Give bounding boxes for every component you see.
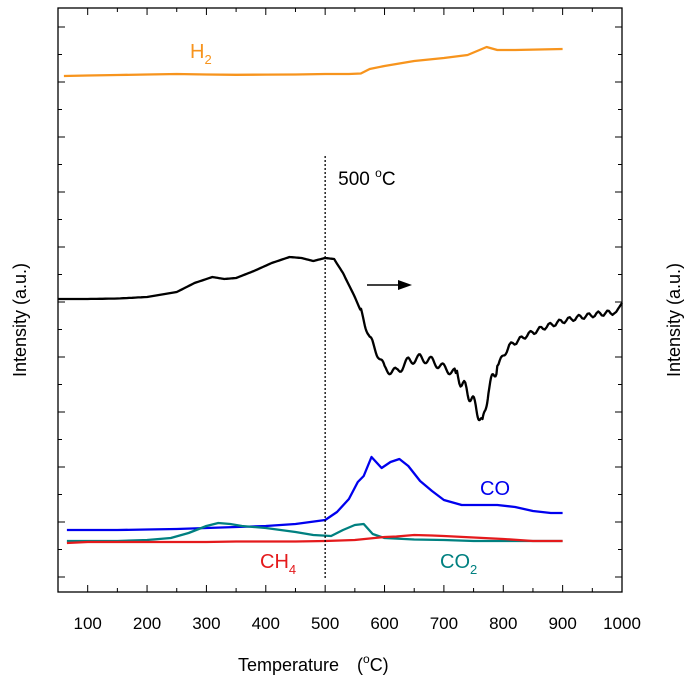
x-axis-label: Temperature (238, 655, 339, 675)
plot-border (57, 7, 623, 593)
x-tick-label: 800 (489, 614, 517, 633)
x-tick-label: 1000 (603, 614, 641, 633)
series-line-temperature-trace (58, 255, 623, 422)
x-tick-label: 700 (430, 614, 458, 633)
y-axis-label-right: Intensity (a.u.) (664, 263, 684, 377)
series-layer (58, 45, 623, 545)
plot-frame (57, 7, 623, 593)
axis-ticks (57, 8, 623, 592)
x-tick-labels: 100 200 300 400 500 600 700 800 900 1000 (73, 614, 640, 633)
x-tick-label: 300 (192, 614, 220, 633)
series-line-co (66, 455, 563, 532)
x-tick-label: 500 (311, 614, 339, 633)
x-tick-label: 600 (370, 614, 398, 633)
series-line-h2 (63, 45, 563, 78)
series-line-ch4 (66, 533, 563, 545)
annotation-layer: 500 oC (324, 156, 412, 578)
y-axis-label-left: Intensity (a.u.) (10, 263, 30, 377)
series-label: CO (480, 478, 510, 500)
series-label: H2 (190, 41, 212, 67)
x-tick-label: 100 (73, 614, 101, 633)
series-line-co2 (66, 521, 563, 543)
x-tick-label: 400 (252, 614, 280, 633)
x-tick-label: 900 (548, 614, 576, 633)
series-labels: H2 CO CH4 CO2 (190, 41, 510, 577)
series-label: CH4 (260, 551, 296, 577)
x-axis-unit: (oC) (357, 652, 389, 675)
series-label: CO2 (440, 551, 477, 577)
annotation-arrow-head (398, 280, 412, 290)
x-tick-label: 200 (133, 614, 161, 633)
x-axis-title: Temperature (oC) (238, 652, 389, 675)
annotation-label: 500 oC (338, 166, 395, 190)
